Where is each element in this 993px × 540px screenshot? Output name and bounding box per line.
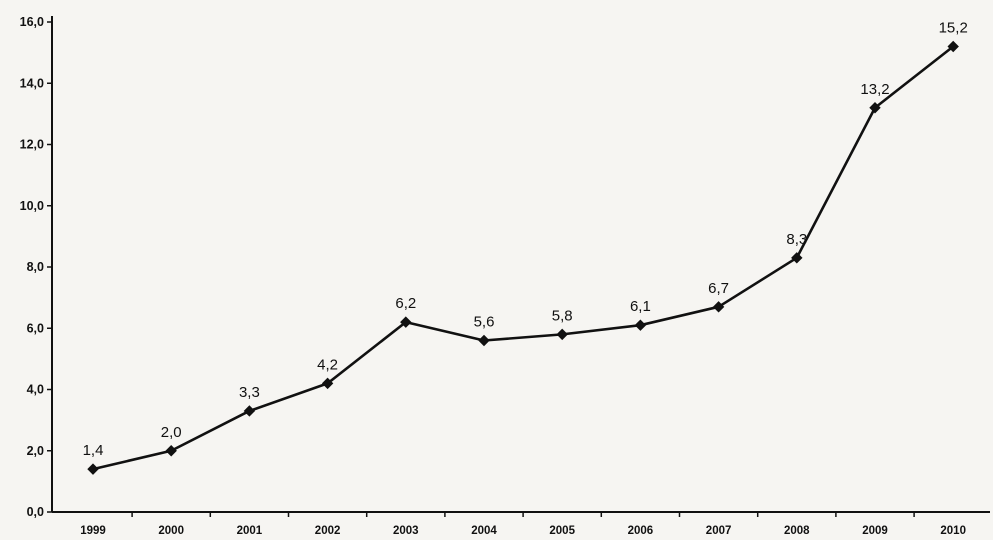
y-tick-label: 6,0 bbox=[27, 321, 44, 335]
data-point bbox=[87, 463, 99, 475]
data-point bbox=[556, 328, 568, 341]
data-point bbox=[634, 319, 647, 331]
data-point bbox=[712, 301, 725, 313]
x-tick-label: 2007 bbox=[706, 525, 732, 537]
y-tick-label: 4,0 bbox=[27, 383, 44, 397]
axes: 0,0 2,0 4,0 6,0 8,0 10,0 12,0 14,0 16,0 1999 2000 2… bbox=[20, 15, 990, 537]
y-tick-label: 16,0 bbox=[20, 15, 44, 29]
data-point bbox=[321, 377, 334, 390]
x-tick-label: 1999 bbox=[80, 525, 106, 537]
x-tick-label: 2009 bbox=[862, 525, 888, 537]
data-label: 6,2 bbox=[395, 295, 416, 312]
series-layer bbox=[87, 40, 959, 475]
x-tick-label: 2005 bbox=[549, 525, 575, 537]
y-tick-label: 8,0 bbox=[27, 260, 44, 274]
y-tick-label: 10,0 bbox=[20, 199, 44, 213]
data-point bbox=[478, 334, 490, 347]
data-label: 15,2 bbox=[939, 20, 968, 37]
y-tick-label: 0,0 bbox=[27, 505, 44, 519]
data-label: 2,0 bbox=[161, 424, 182, 441]
labels-layer: 1,4 2,0 3,3 4,2 6,2 5,6 5,8 6,1 6,7 8,3 13,2 15,2 bbox=[83, 20, 968, 460]
x-tick-label: 2002 bbox=[315, 525, 341, 537]
data-point bbox=[791, 252, 803, 264]
data-point bbox=[165, 445, 177, 457]
x-tick-label: 2000 bbox=[158, 525, 184, 537]
data-label: 1,4 bbox=[83, 442, 104, 459]
data-point bbox=[869, 102, 881, 114]
data-label: 6,7 bbox=[708, 280, 729, 297]
data-label: 3,3 bbox=[239, 384, 260, 401]
data-point bbox=[400, 316, 412, 328]
series-line bbox=[92, 45, 955, 471]
x-tick-label: 2004 bbox=[471, 525, 497, 537]
data-label: 5,8 bbox=[552, 307, 573, 324]
data-label: 13,2 bbox=[860, 81, 889, 98]
y-tick-label: 2,0 bbox=[27, 444, 44, 458]
data-label: 5,6 bbox=[474, 314, 495, 331]
x-tick-label: 2006 bbox=[628, 525, 654, 537]
data-label: 8,3 bbox=[786, 231, 807, 248]
x-tick-label: 2008 bbox=[784, 525, 810, 537]
data-point bbox=[243, 405, 256, 417]
data-label: 4,2 bbox=[317, 356, 338, 373]
x-tick-label: 2001 bbox=[237, 525, 263, 537]
y-tick-label: 14,0 bbox=[20, 76, 44, 90]
data-label: 6,1 bbox=[630, 298, 651, 315]
x-tick-label: 2003 bbox=[393, 525, 419, 537]
x-tick-label: 2010 bbox=[940, 525, 966, 537]
data-point bbox=[947, 40, 959, 53]
y-tick-label: 12,0 bbox=[20, 138, 44, 152]
